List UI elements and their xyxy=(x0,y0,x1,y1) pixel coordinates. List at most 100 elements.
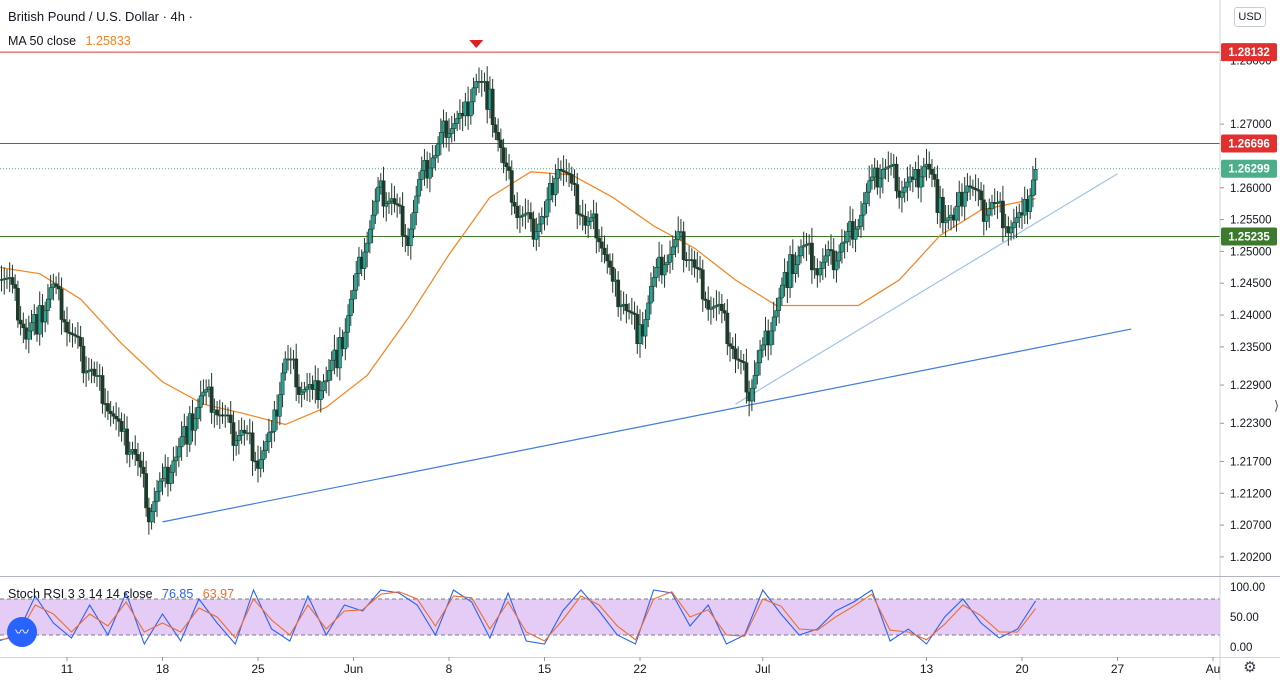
candle-down xyxy=(512,202,517,207)
level-label-box-support xyxy=(1221,227,1277,246)
candle-up xyxy=(370,214,375,230)
candle-up xyxy=(668,254,672,263)
candle-up xyxy=(258,459,263,469)
candle-up xyxy=(842,241,847,244)
candle-down xyxy=(572,183,577,185)
candle-up xyxy=(411,212,416,230)
candle-up xyxy=(769,330,773,346)
candle-up xyxy=(542,216,547,218)
ma-legend: MA 50 close 1.25833 xyxy=(8,34,131,48)
rsi-tick-label: 50.00 xyxy=(1230,612,1259,624)
gear-icon[interactable]: ⚙ xyxy=(1243,659,1257,676)
candle-up xyxy=(201,391,206,397)
candle-up xyxy=(774,310,779,318)
candle-up xyxy=(337,337,342,369)
candle-up xyxy=(157,480,162,492)
candle-up xyxy=(749,387,754,402)
rsi-tick-label: 0.00 xyxy=(1230,642,1252,654)
candle-down xyxy=(580,214,585,217)
candle-up xyxy=(176,446,181,458)
candle-up xyxy=(840,242,844,253)
candle-down xyxy=(616,279,621,308)
candle-up xyxy=(198,395,203,408)
candle-down xyxy=(381,180,386,207)
candles-layer xyxy=(0,66,1038,535)
candle-down xyxy=(605,254,610,262)
currency-badge[interactable]: USD xyxy=(1234,7,1266,27)
candle-down xyxy=(608,260,612,268)
candle-down xyxy=(15,288,20,321)
candle-down xyxy=(695,267,700,269)
candle-up xyxy=(618,305,623,308)
candle-up xyxy=(714,305,719,308)
level-label-current: 1.26299 xyxy=(1228,164,1270,176)
candle-down xyxy=(1000,200,1005,229)
candle-up xyxy=(346,315,350,333)
candle-up xyxy=(946,217,951,221)
candle-down xyxy=(242,429,247,434)
candle-up xyxy=(48,287,53,300)
candle-up xyxy=(711,306,716,309)
candle-down xyxy=(809,242,814,271)
candle-up xyxy=(643,319,648,337)
candle-down xyxy=(297,386,301,395)
time-tick-label: 11 xyxy=(61,662,74,676)
candle-down xyxy=(509,170,514,203)
candle-up xyxy=(414,195,419,213)
candle-down xyxy=(583,216,588,226)
candle-down xyxy=(73,334,78,337)
candle-down xyxy=(829,249,833,252)
candle-up xyxy=(556,168,561,179)
candle-down xyxy=(940,197,945,224)
candle-up xyxy=(709,307,713,310)
symbol-title: British Pound / U.S. Dollar · 4h · xyxy=(8,9,193,24)
candle-up xyxy=(755,362,760,376)
candle-up xyxy=(329,359,334,371)
candle-down xyxy=(558,168,563,171)
candle-down xyxy=(528,212,533,220)
rsi-legend: Stoch RSI 3 3 14 14 close 76.85 63.97 xyxy=(8,587,234,601)
time-tick-label: 22 xyxy=(633,662,647,676)
candle-down xyxy=(10,277,15,285)
candle-up xyxy=(373,200,378,216)
candle-up xyxy=(376,186,380,202)
candle-up xyxy=(171,460,176,473)
candle-up xyxy=(1031,179,1035,197)
candle-up xyxy=(155,491,159,502)
candle-up xyxy=(267,432,271,443)
candle-up xyxy=(179,436,184,448)
candle-up xyxy=(327,370,331,381)
candle-down xyxy=(92,368,97,376)
candle-down xyxy=(567,172,571,175)
candle-down xyxy=(294,358,299,388)
candle-down xyxy=(81,345,86,374)
candle-up xyxy=(1009,227,1013,234)
candle-down xyxy=(599,241,604,249)
candle-up xyxy=(837,251,842,262)
candle-up xyxy=(818,268,822,276)
candle-down xyxy=(610,267,615,282)
candle-down xyxy=(215,409,219,416)
candle-down xyxy=(133,449,138,455)
candle-up xyxy=(160,478,165,482)
candle-up xyxy=(662,264,667,276)
time-tick-label: 27 xyxy=(1111,662,1125,676)
price-tick-label: 1.23500 xyxy=(1230,342,1272,354)
level-label-box-resistance xyxy=(1221,43,1277,62)
candle-down xyxy=(515,205,520,218)
candle-down xyxy=(728,343,732,347)
tradingview-logo-icon[interactable]: 〰 xyxy=(7,617,37,647)
candle-up xyxy=(419,170,424,180)
candle-up xyxy=(269,431,274,434)
candle-down xyxy=(719,303,724,311)
candle-down xyxy=(700,269,705,300)
price-tick-label: 1.24500 xyxy=(1230,278,1272,290)
candle-down xyxy=(564,171,569,174)
candle-up xyxy=(900,191,904,198)
drag-handle-icon[interactable]: ⟩ xyxy=(1274,398,1280,413)
candle-up xyxy=(665,261,670,266)
candle-down xyxy=(114,415,119,420)
candle-up xyxy=(889,165,893,168)
candle-down xyxy=(111,413,116,417)
